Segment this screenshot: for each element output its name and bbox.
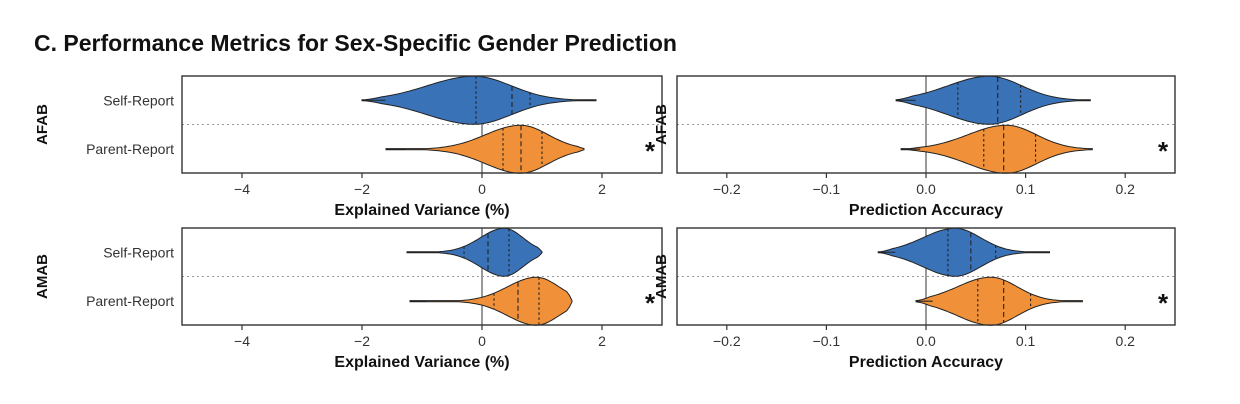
x-tick-label: −0.1 [813,333,841,349]
x-tick-label: 0.0 [916,333,936,349]
x-axis-label: Prediction Accuracy [849,202,1003,219]
x-tick-label: 0.1 [1016,333,1036,349]
group-label: AFAB [653,104,670,145]
x-axis-label: Prediction Accuracy [849,354,1003,371]
plot-frame [181,227,663,326]
significance-marker: * [1158,136,1169,166]
violin-panel: −4 −2 0 2 Explained Variance (%) AFAB Self-Rep… [34,75,663,219]
x-tick-label: −0.2 [713,181,741,197]
category-label: Self-Report [103,244,174,260]
x-tick-label: 2 [598,181,606,197]
violin-panel: −0.2 −0.1 0.0 0.1 0.2 Prediction Accuracy AMAB… [653,227,1176,371]
x-tick-label: 0.2 [1115,333,1135,349]
x-tick-label: −0.1 [813,181,841,197]
x-tick-label: 0 [478,181,486,197]
violin-parent-report [915,276,1083,326]
x-tick-label: −0.2 [713,333,741,349]
violin-self-report [406,227,543,277]
significance-marker: * [1158,288,1169,318]
plot-frame [181,75,663,174]
x-tick-label: −4 [234,333,250,349]
violin-panel: −0.2 −0.1 0.0 0.1 0.2 Prediction Accuracy AFAB… [653,75,1176,219]
category-label: Self-Report [103,92,174,108]
violin-panel: −4 −2 0 2 Explained Variance (%) AMAB Self-Rep… [34,227,663,371]
x-tick-label: −2 [354,333,370,349]
x-tick-label: −2 [354,181,370,197]
category-label: Parent-Report [86,141,174,157]
x-tick-label: 2 [598,333,606,349]
group-label: AMAB [34,254,51,299]
significance-marker: * [645,136,656,166]
group-label: AMAB [653,254,670,299]
violin-self-report [895,75,1091,125]
x-tick-label: 0.2 [1115,181,1135,197]
x-axis-label: Explained Variance (%) [334,354,509,371]
category-label: Parent-Report [86,293,174,309]
x-tick-label: 0 [478,333,486,349]
x-tick-label: −4 [234,181,250,197]
x-tick-label: 0.1 [1016,181,1036,197]
group-label: AFAB [34,104,51,145]
violin-parent-report [900,124,1093,174]
violin-self-report [361,75,597,125]
violin-self-report [877,227,1050,277]
figure-title: C. Performance Metrics for Sex-Specific … [34,30,677,56]
violin-parent-report [409,276,573,326]
significance-marker: * [645,288,656,318]
x-axis-label: Explained Variance (%) [334,202,509,219]
x-tick-label: 0.0 [916,181,936,197]
violin-parent-report [385,124,585,174]
